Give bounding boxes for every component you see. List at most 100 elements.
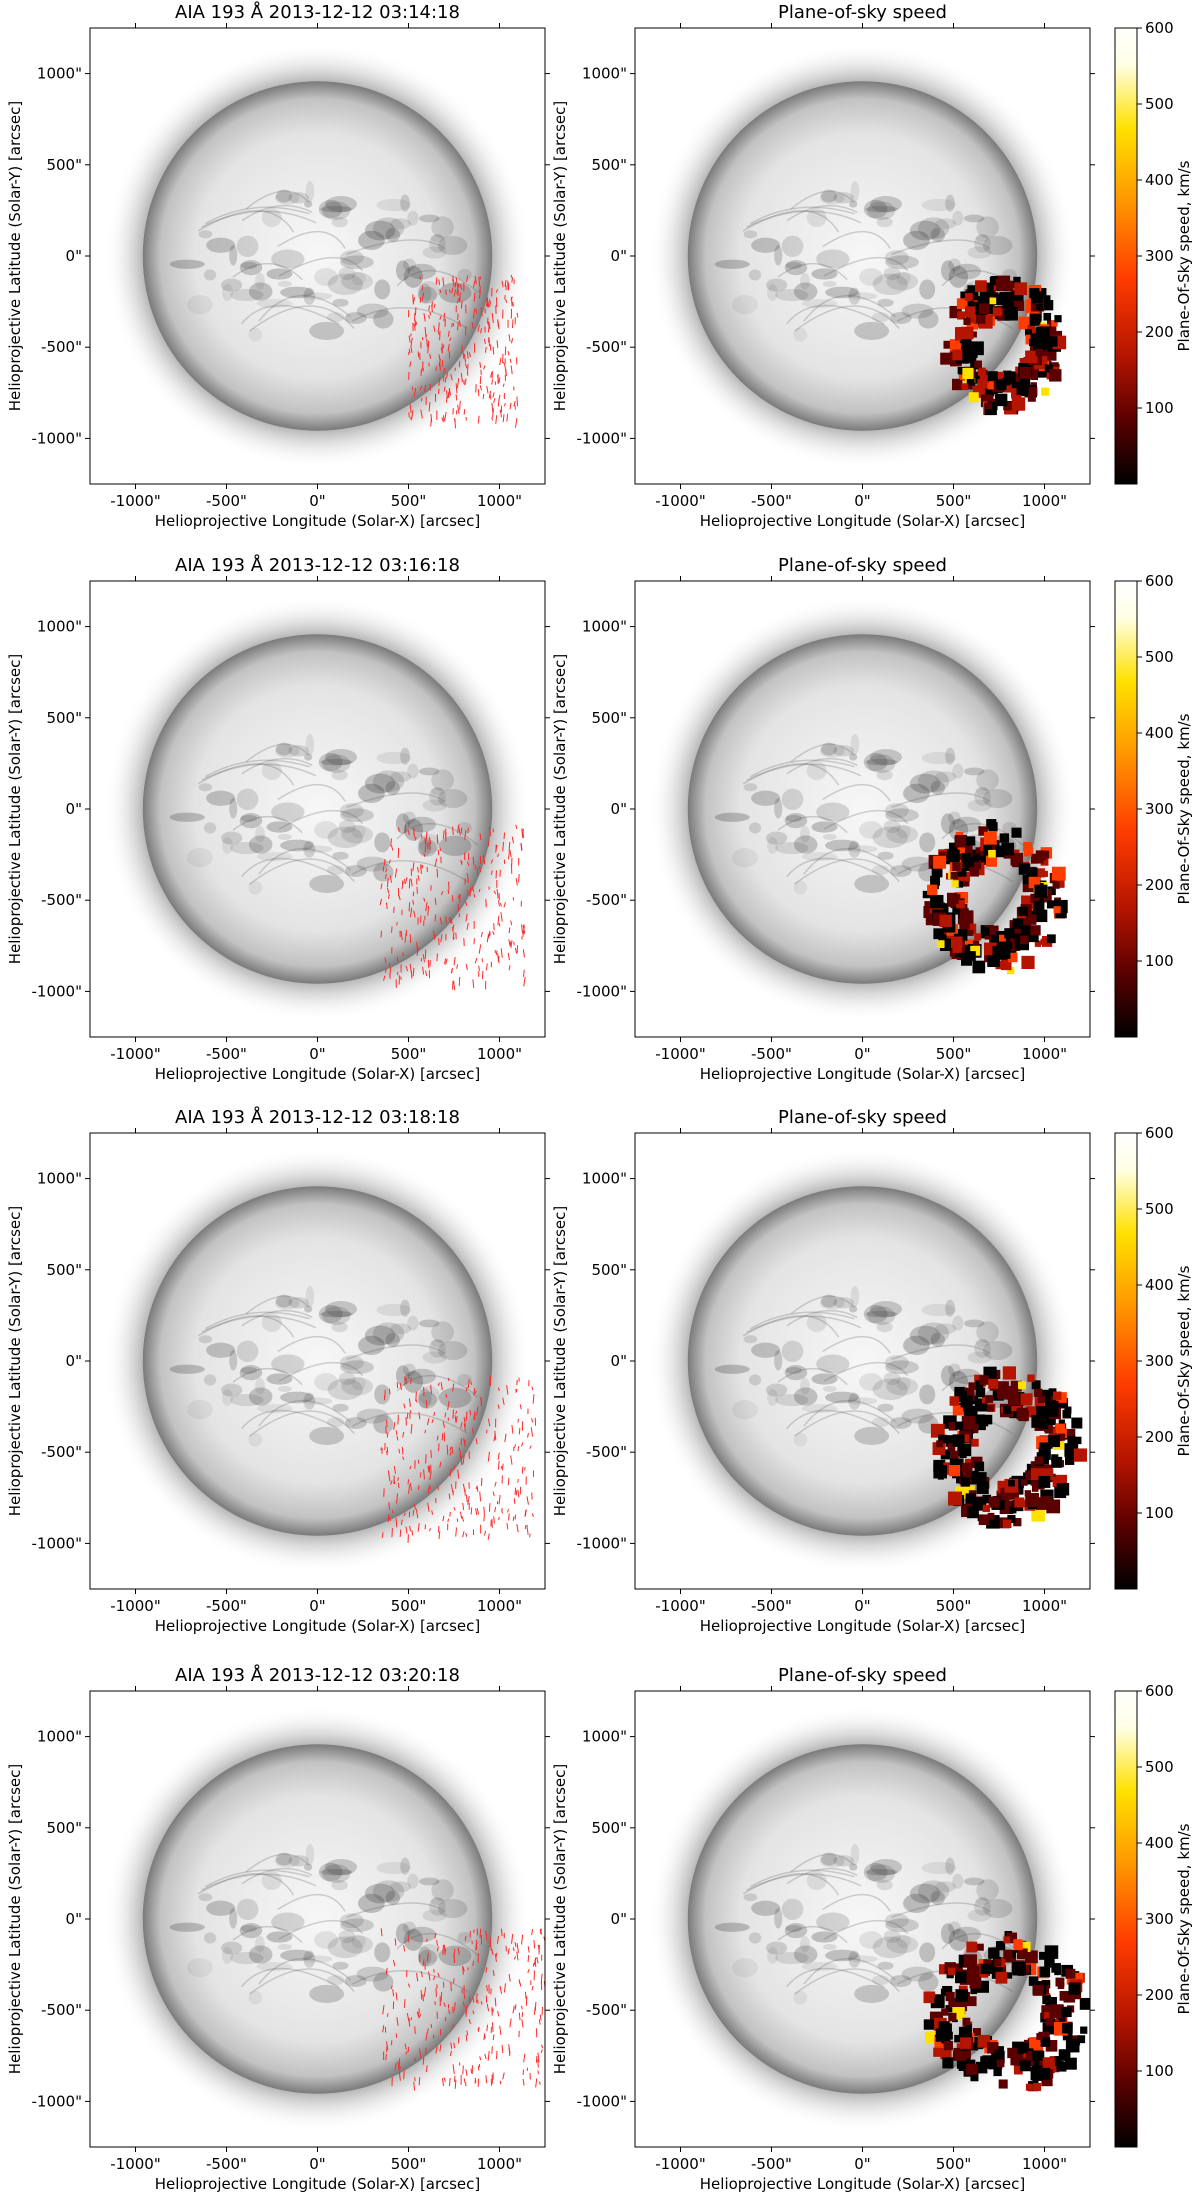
velocity-vector [386,1432,389,1438]
velocity-vector [537,1944,540,1952]
active-region [863,199,888,219]
speed-pixel [1003,1949,1013,1960]
velocity-vector [541,2044,544,2049]
x-tick-label: 1000" [477,1045,522,1063]
velocity-vector [479,2056,482,2061]
velocity-vector [452,2064,455,2075]
active-region [340,1360,374,1375]
velocity-vector [398,2066,401,2071]
active-region [945,194,955,212]
velocity-vector [414,836,417,841]
velocity-vector [502,1397,505,1405]
velocity-vector [513,1498,516,1505]
active-region [793,1945,818,1964]
velocity-vector [511,1933,514,1944]
velocity-vector [404,824,407,834]
speed-pixel [1054,2056,1061,2063]
active-region [403,1370,424,1393]
velocity-vector [443,386,446,392]
active-region [781,235,804,258]
active-region [255,826,265,843]
active-region [714,1364,750,1374]
speed-pixel [952,862,961,871]
velocity-vector [421,864,424,869]
speed-pixel [983,1959,992,1968]
velocity-vector [532,1962,535,1967]
active-region [883,1929,901,1943]
x-tick-label: 0" [854,492,870,510]
active-region [885,1918,919,1933]
active-region [277,1943,292,1950]
velocity-vector [427,905,430,916]
velocity-vector [500,912,503,922]
speed-pixel [967,314,977,324]
velocity-vector [480,2001,483,2005]
velocity-vector [385,902,388,910]
active-region [877,851,894,860]
velocity-vector [536,1956,539,1964]
speed-pixel [1012,918,1024,929]
speed-pixel [1002,1519,1012,1529]
active-region [871,1975,890,1986]
active-region [921,198,956,212]
velocity-vector [427,1466,430,1471]
coronal-loop [790,1295,855,1315]
speed-pixel [1040,2037,1051,2047]
velocity-vector [484,2053,487,2060]
velocity-vector [477,415,480,424]
x-tick-label: 500" [936,1045,972,1063]
y-axis-label: Helioprojective Latitude (Solar-Y) [arcs… [6,101,24,411]
velocity-vector [478,866,482,873]
coronal-loop [777,815,848,834]
velocity-vector [398,2071,401,2081]
speed-pixel [970,1438,979,1447]
active-region [945,747,955,765]
speed-pixel [1030,1476,1041,1486]
speed-pixel [989,277,998,286]
active-region [331,216,348,228]
velocity-vector [525,1996,528,2006]
active-region [917,1322,950,1345]
active-region [867,1864,896,1883]
active-region [822,1385,837,1392]
speed-pixel [1016,1948,1028,1960]
speed-pixel [1020,1393,1033,1406]
active-region [781,788,804,811]
velocity-vector [487,839,490,847]
x-tick-label: 1000" [477,2155,522,2173]
active-region [848,287,861,305]
velocity-vector [499,1985,503,1994]
coronal-loop [197,210,295,233]
speed-pixel [971,859,982,870]
active-region [271,802,305,822]
velocity-vector [396,1436,399,1441]
speed-pixel [1069,1446,1077,1453]
colorbar-gradient [1114,27,1138,485]
active-region [865,758,898,766]
coronal-loop [785,1967,885,1988]
speed-pixel [1034,1456,1044,1465]
velocity-vector [420,1971,423,1978]
speed-pixel [1064,1428,1076,1440]
velocity-vector [420,834,423,839]
active-region [240,1925,258,1932]
speed-pixel [955,929,968,941]
velocity-vector [493,1516,495,1524]
velocity-vector [400,1519,403,1526]
colorbar-tick-label: 600 [1145,572,1174,590]
velocity-vector [462,1483,466,1493]
x-tick-label: 0" [854,1597,870,1615]
velocity-vector [530,1427,534,1437]
x-axis-label: Helioprojective Longitude (Solar-X) [arc… [700,2175,1025,2193]
active-region [886,272,919,291]
active-region [947,1363,961,1377]
speed-pixel [1049,2004,1064,2019]
velocity-vector [406,1412,409,1419]
velocity-vector [402,1456,405,1460]
colorbar-tick-label: 600 [1145,19,1174,37]
active-region [318,752,343,772]
active-region [261,1871,282,1891]
velocity-vector [465,2069,468,2077]
active-region [417,1946,432,1967]
speed-pixel [1019,2060,1031,2072]
